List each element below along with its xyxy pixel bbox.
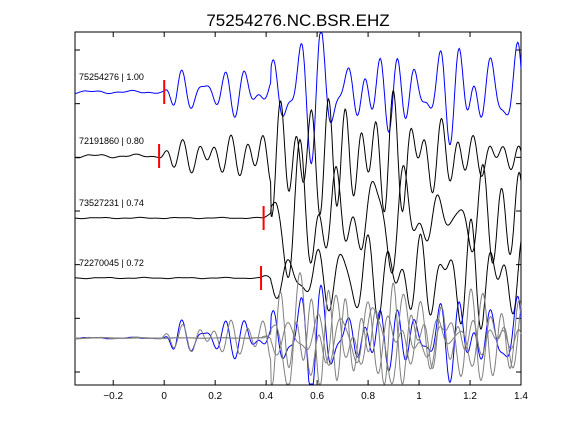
trace-label: 72270045 | 0.72: [79, 258, 144, 268]
trace-line: [74, 90, 522, 218]
trace-line: [75, 138, 522, 278]
x-tick-label: 0.2: [208, 391, 222, 402]
x-tick-label: 0.6: [310, 391, 324, 402]
chart-title: 75254276.NC.BSR.EHZ: [206, 11, 389, 30]
traces: [74, 32, 522, 330]
pick-markers: [158, 80, 265, 290]
y-axis: [75, 49, 521, 373]
trace-line: [74, 32, 522, 165]
overlay-trace-line: [75, 288, 522, 382]
x-tick-label: 0.4: [259, 391, 273, 402]
x-tick-label: 1: [416, 391, 422, 402]
x-tick-label: −0.2: [103, 391, 123, 402]
x-tick-label: 1.4: [514, 391, 528, 402]
x-axis: −0.2 0 0.2 0.4 0.6 0.8 1 1.2 1.4: [103, 32, 528, 402]
trace-labels: 75254276 | 1.00 72191860 | 0.80 73527231 |…: [79, 72, 144, 268]
trace-label: 75254276 | 1.00: [79, 72, 144, 82]
x-tick-label: 0.8: [361, 391, 375, 402]
plot-frame: [74, 31, 522, 386]
x-tick-label: 0: [161, 391, 167, 402]
x-tick-label: 1.2: [463, 391, 477, 402]
trace-label: 73527231 | 0.74: [79, 198, 144, 208]
trace-label: 72191860 | 0.80: [79, 136, 144, 146]
overlay-traces: [74, 271, 522, 385]
